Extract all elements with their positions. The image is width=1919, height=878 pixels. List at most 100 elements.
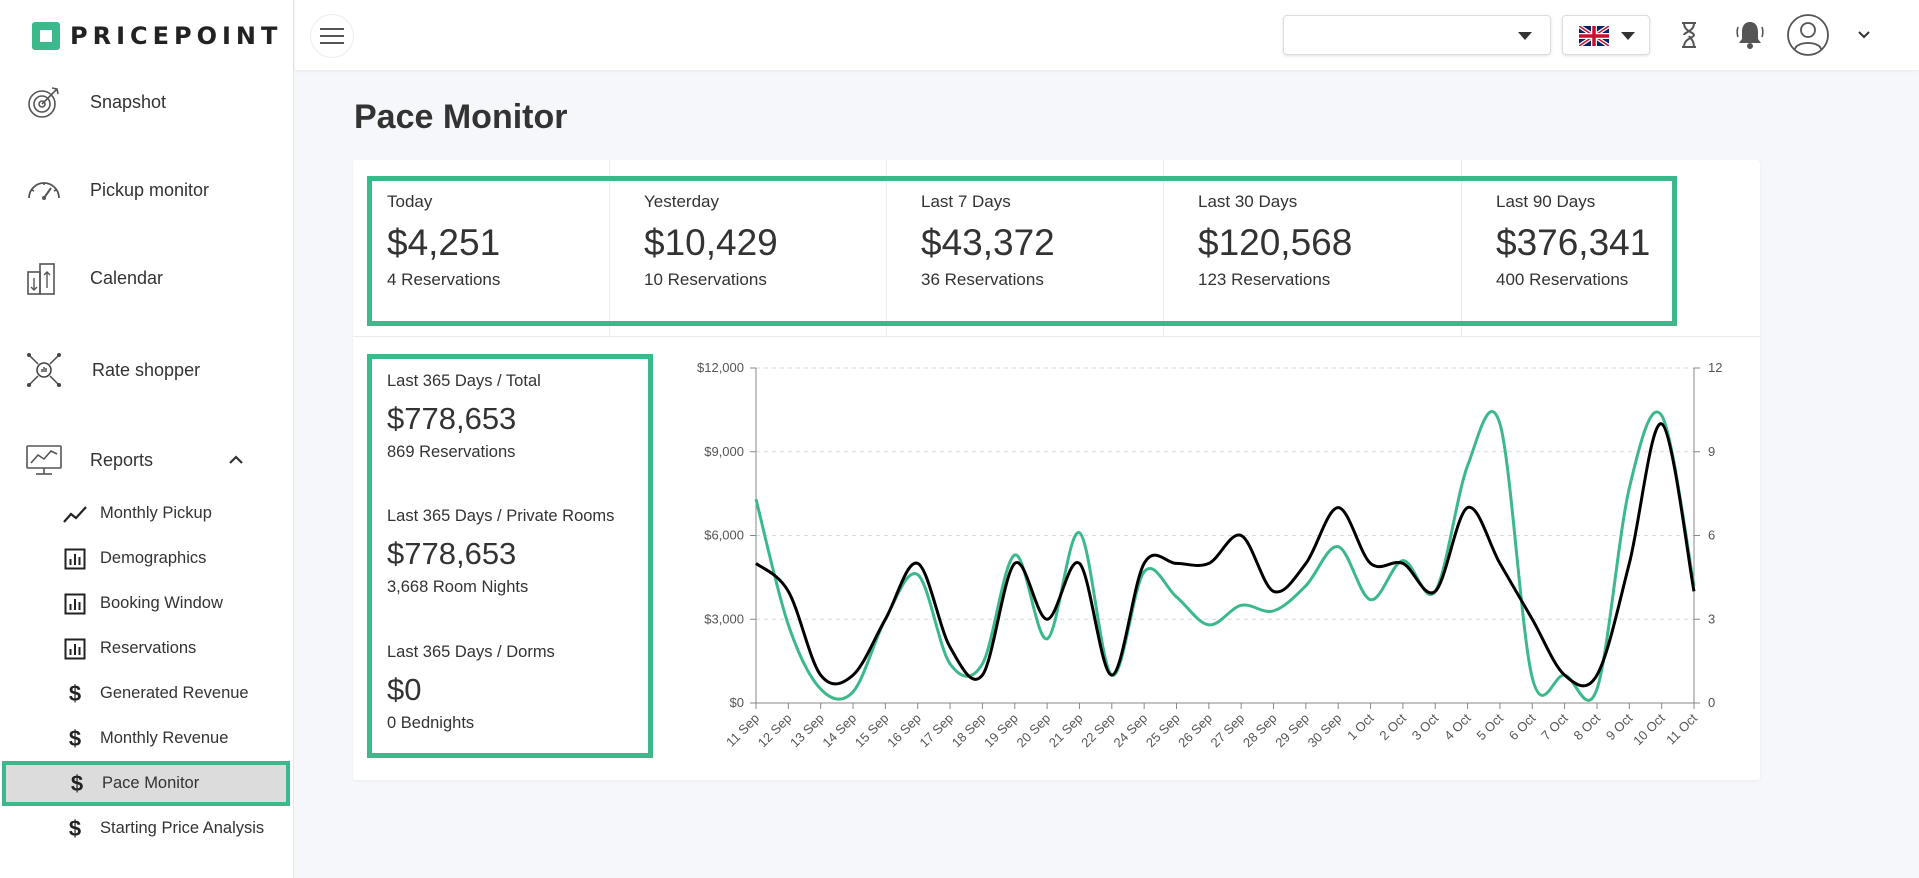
nav-item-calendar[interactable]: Calendar [0, 258, 294, 298]
language-select[interactable] [1562, 15, 1650, 55]
stat-value: $120,568 [1198, 222, 1353, 263]
stat-365-dorms: Last 365 Days / Dorms $0 0 Bednights [387, 643, 555, 733]
right-axis-tick-label: 6 [1708, 528, 1715, 543]
hourglass-icon[interactable] [1679, 18, 1699, 52]
sidebar-item-label: Pace Monitor [102, 774, 200, 792]
stat-last-90-days: Last 90 Days $376,341 400 Reservations [1496, 192, 1650, 290]
stat-sub: 4 Reservations [387, 270, 501, 289]
x-axis-tick-label: 21 Sep [1046, 711, 1086, 751]
sidebar-item-starting-price-analysis[interactable]: $ Starting Price Analysis [0, 806, 294, 851]
x-axis-tick-label: 13 Sep [787, 711, 827, 751]
network-icon [27, 353, 61, 387]
chevron-down-icon[interactable] [1857, 28, 1871, 42]
sidebar-item-demographics[interactable]: Demographics [0, 536, 294, 581]
period-stats-highlight [367, 176, 1677, 326]
yearly-stats-highlight [367, 354, 653, 758]
caret-down-icon [1518, 32, 1532, 40]
x-axis-tick-label: 19 Sep [981, 711, 1021, 751]
x-axis-tick-label: 17 Sep [916, 711, 956, 751]
stat-sub: 3,668 Room Nights [387, 578, 529, 596]
stat-365-total: Last 365 Days / Total $778,653 869 Reser… [387, 372, 541, 462]
x-axis-tick-label: 8 Oct [1571, 710, 1604, 743]
sidebar-item-monthly-pickup[interactable]: Monthly Pickup [0, 491, 294, 536]
x-axis-tick-label: 20 Sep [1013, 711, 1053, 751]
stat-label: Today [387, 192, 433, 211]
x-axis-tick-label: 30 Sep [1305, 711, 1345, 751]
stat-label: Yesterday [644, 192, 719, 211]
bell-icon[interactable] [1735, 18, 1765, 52]
dollar-icon: $ [68, 815, 82, 841]
right-axis-tick-label: 9 [1708, 444, 1715, 459]
user-avatar-icon[interactable] [1786, 13, 1830, 57]
stat-value: $10,429 [644, 222, 778, 263]
stat-sub: 869 Reservations [387, 443, 516, 461]
stat-value: $43,372 [921, 222, 1055, 263]
stat-last-30-days: Last 30 Days $120,568 123 Reservations [1198, 192, 1352, 290]
x-axis-tick-label: 11 Sep [723, 711, 762, 750]
monitor-chart-icon [26, 445, 62, 475]
summary-card: Today $4,251 4 Reservations Yesterday $1… [353, 160, 1760, 780]
property-select[interactable] [1283, 15, 1551, 55]
caret-down-icon [1621, 32, 1635, 40]
stat-365-private-rooms: Last 365 Days / Private Rooms $778,653 3… [387, 507, 614, 597]
stat-label: Last 30 Days [1198, 192, 1298, 211]
top-bar [295, 0, 1919, 70]
stat-yesterday: Yesterday $10,429 10 Reservations [644, 192, 778, 290]
left-axis-tick-label: $12,000 [697, 360, 744, 375]
nav-item-pickup-monitor[interactable]: Pickup monitor [0, 170, 294, 210]
nav-label-rate-shopper: Rate shopper [92, 359, 201, 380]
sidebar-item-booking-window[interactable]: Booking Window [0, 581, 294, 626]
right-axis-tick-label: 12 [1708, 360, 1722, 375]
sidebar-item-label: Monthly Pickup [100, 504, 212, 522]
stat-value: $4,251 [387, 222, 501, 263]
nav-label-pickup-monitor: Pickup monitor [90, 179, 210, 200]
nav-label-snapshot: Snapshot [90, 91, 167, 112]
period-stats: Today $4,251 4 Reservations Yesterday $1… [353, 160, 1760, 337]
dollar-icon: $ [70, 770, 84, 796]
sidebar-item-label: Reservations [100, 639, 197, 657]
sidebar-item-label: Starting Price Analysis [100, 819, 265, 837]
right-axis-tick-label: 0 [1708, 695, 1715, 710]
stat-value: $778,653 [387, 401, 517, 436]
x-axis-tick-label: 28 Sep [1240, 711, 1280, 751]
bar-chart-icon [62, 546, 88, 572]
chevron-up-icon[interactable] [226, 450, 246, 470]
x-axis-tick-label: 10 Oct [1630, 710, 1668, 748]
sidebar-item-monthly-revenue[interactable]: $ Monthly Revenue [0, 716, 294, 761]
target-icon [28, 87, 59, 118]
sidebar-item-generated-revenue[interactable]: $ Generated Revenue [0, 671, 294, 716]
x-axis-tick-label: 6 Oct [1506, 710, 1539, 743]
x-axis-tick-label: 14 Sep [819, 711, 859, 751]
nav-item-reports[interactable]: Reports [0, 440, 294, 480]
x-axis-tick-label: 25 Sep [1143, 711, 1183, 751]
stat-value: $0 [387, 672, 422, 707]
x-axis-tick-label: 4 Oct [1441, 710, 1474, 743]
x-axis-tick-label: 5 Oct [1473, 710, 1506, 743]
x-axis-tick-label: 12 Sep [755, 711, 795, 751]
x-axis-tick-label: 1 Oct [1344, 710, 1377, 743]
stat-label: Last 365 Days / Total [387, 372, 541, 390]
sidebar-item-label: Monthly Revenue [100, 729, 229, 747]
nav-item-snapshot[interactable]: Snapshot [0, 82, 294, 122]
x-axis-tick-label: 22 Sep [1078, 711, 1118, 751]
hamburger-icon [320, 28, 344, 30]
reservations-series-line [755, 422, 1696, 688]
left-axis-tick-label: $9,000 [704, 444, 744, 459]
x-axis-tick-label: 16 Sep [884, 711, 924, 751]
left-axis-tick-label: $3,000 [704, 611, 744, 626]
x-axis-tick-label: 2 Oct [1376, 710, 1409, 743]
x-axis-tick-label: 26 Sep [1175, 711, 1215, 751]
stat-last-7-days: Last 7 Days $43,372 36 Reservations [921, 192, 1055, 290]
page-title: Pace Monitor [354, 98, 568, 136]
stat-label: Last 7 Days [921, 192, 1011, 211]
x-axis-tick-label: 11 Oct [1663, 710, 1700, 747]
nav-item-rate-shopper[interactable]: Rate shopper [0, 350, 294, 390]
logo[interactable]: PRICEPOINT [32, 22, 282, 50]
sidebar-item-reservations[interactable]: Reservations [0, 626, 294, 671]
left-axis-tick-label: $6,000 [704, 528, 744, 543]
stat-sub: 36 Reservations [921, 270, 1044, 289]
sidebar-item-pace-monitor[interactable]: $ Pace Monitor [2, 761, 290, 806]
menu-toggle-button[interactable] [310, 14, 354, 58]
x-axis-tick-label: 24 Sep [1111, 711, 1151, 751]
